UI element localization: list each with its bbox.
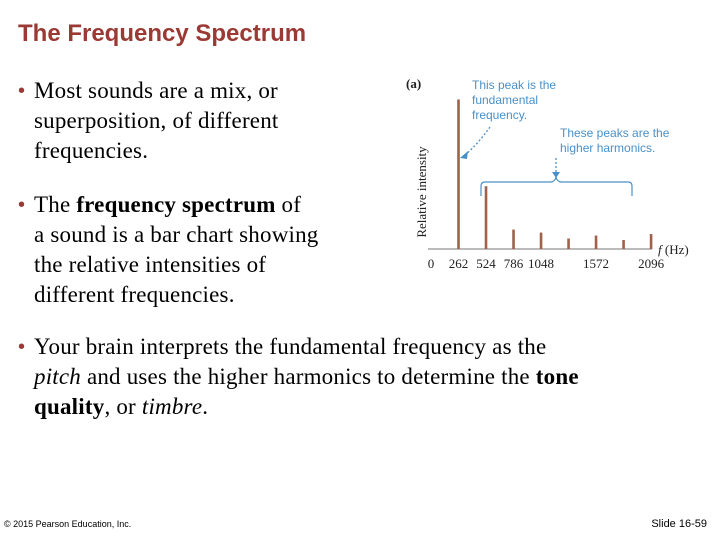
x-tick-labels: 0 262 524 786 1048 1572 2096	[428, 256, 665, 271]
x-axis-label-symbol: f	[658, 242, 664, 257]
bullet3-term-timbre: timbre	[141, 394, 203, 419]
bullet3-line3: quality, or timbre.	[18, 392, 579, 422]
bullet1-line2: superposition, of different	[34, 108, 279, 133]
x-tick-2096: 2096	[638, 256, 665, 271]
spectrum-bar-786	[512, 229, 515, 249]
slide-title: The Frequency Spectrum	[18, 20, 307, 47]
bullet-mix-of-frequencies: • Most sounds are a mix, or superpositio…	[18, 76, 279, 166]
bullet3-term-quality: quality	[34, 394, 105, 419]
x-tick-1572: 1572	[583, 256, 609, 271]
bullet2-term-frequency-spectrum: frequency spectrum	[76, 192, 276, 217]
y-axis-label: Relative intensity	[414, 146, 429, 238]
spectrum-bar-1834	[622, 240, 625, 249]
bullet3-term-tone: tone	[535, 364, 579, 389]
x-tick-786: 786	[504, 256, 524, 271]
bullet2-line4: different frequencies.	[34, 282, 235, 307]
harmonics-bracket	[480, 176, 633, 196]
x-axis-label: f (Hz)	[658, 242, 689, 257]
bullet3-line2: pitch and uses the higher harmonics to d…	[18, 362, 579, 392]
spectrum-bar-2096	[649, 234, 653, 249]
bullet-frequency-spectrum: • The frequency spectrum of a sound is a…	[18, 190, 319, 310]
x-tick-262: 262	[449, 256, 469, 271]
spectrum-bar-1310	[567, 238, 570, 249]
bullet3-period: .	[202, 394, 209, 419]
x-axis-label-unit: (Hz)	[662, 242, 689, 257]
annotation-fundamental-line1: This peak is the	[472, 78, 556, 92]
spectrum-bar-524	[484, 186, 488, 249]
frequency-spectrum-chart: (a) Relative intensity 0 262 524 786 1048 157…	[406, 76, 689, 271]
bullet2-line1: The frequency spectrum of	[18, 190, 319, 220]
x-tick-0: 0	[428, 256, 435, 271]
x-tick-1048: 1048	[528, 256, 554, 271]
copyright-footer: © 2015 Pearson Education, Inc.	[4, 519, 132, 529]
bullet3-text-or: , or	[104, 394, 142, 419]
bullet1-line1: Most sounds are a mix, or	[34, 78, 278, 103]
spectrum-bar-1572	[594, 235, 598, 249]
bullet-glyph: •	[18, 336, 26, 358]
bullet3-text-b: and uses the higher harmonics to determi…	[81, 364, 536, 389]
slide-number: Slide 16-59	[651, 518, 707, 530]
bullet2-line3: the relative intensities of	[34, 252, 267, 277]
bullet2-text-c: of	[275, 192, 302, 217]
annotation-fundamental-line3: frequency.	[472, 108, 527, 122]
bars-layer	[457, 99, 653, 249]
chart-panel-label: (a)	[406, 76, 421, 91]
bullet-pitch-and-timbre: • Your brain interprets the fundamental …	[18, 332, 579, 422]
x-tick-524: 524	[476, 256, 496, 271]
spectrum-bar-262	[457, 99, 460, 249]
bullet2-line2: a sound is a bar chart showing	[34, 222, 319, 247]
annotation-fundamental-line2: fundamental	[472, 93, 538, 107]
spectrum-bar-1048	[539, 232, 543, 249]
fundamental-pointer-arrow	[463, 126, 491, 157]
harmonics-arrowhead	[552, 172, 560, 178]
annotation-harmonics-line1: These peaks are the	[560, 126, 670, 140]
bullet-glyph: •	[18, 194, 26, 216]
bullet1-line3: frequencies.	[34, 138, 149, 163]
annotation-harmonics-line2: higher harmonics.	[560, 141, 655, 155]
fundamental-arrowhead	[460, 151, 468, 159]
bullet3-term-pitch: pitch	[34, 364, 81, 389]
bullet3-line1: Your brain interprets the fundamental fr…	[34, 334, 547, 359]
bullet2-text-a: The	[34, 192, 77, 217]
bullet-glyph: •	[18, 80, 26, 102]
